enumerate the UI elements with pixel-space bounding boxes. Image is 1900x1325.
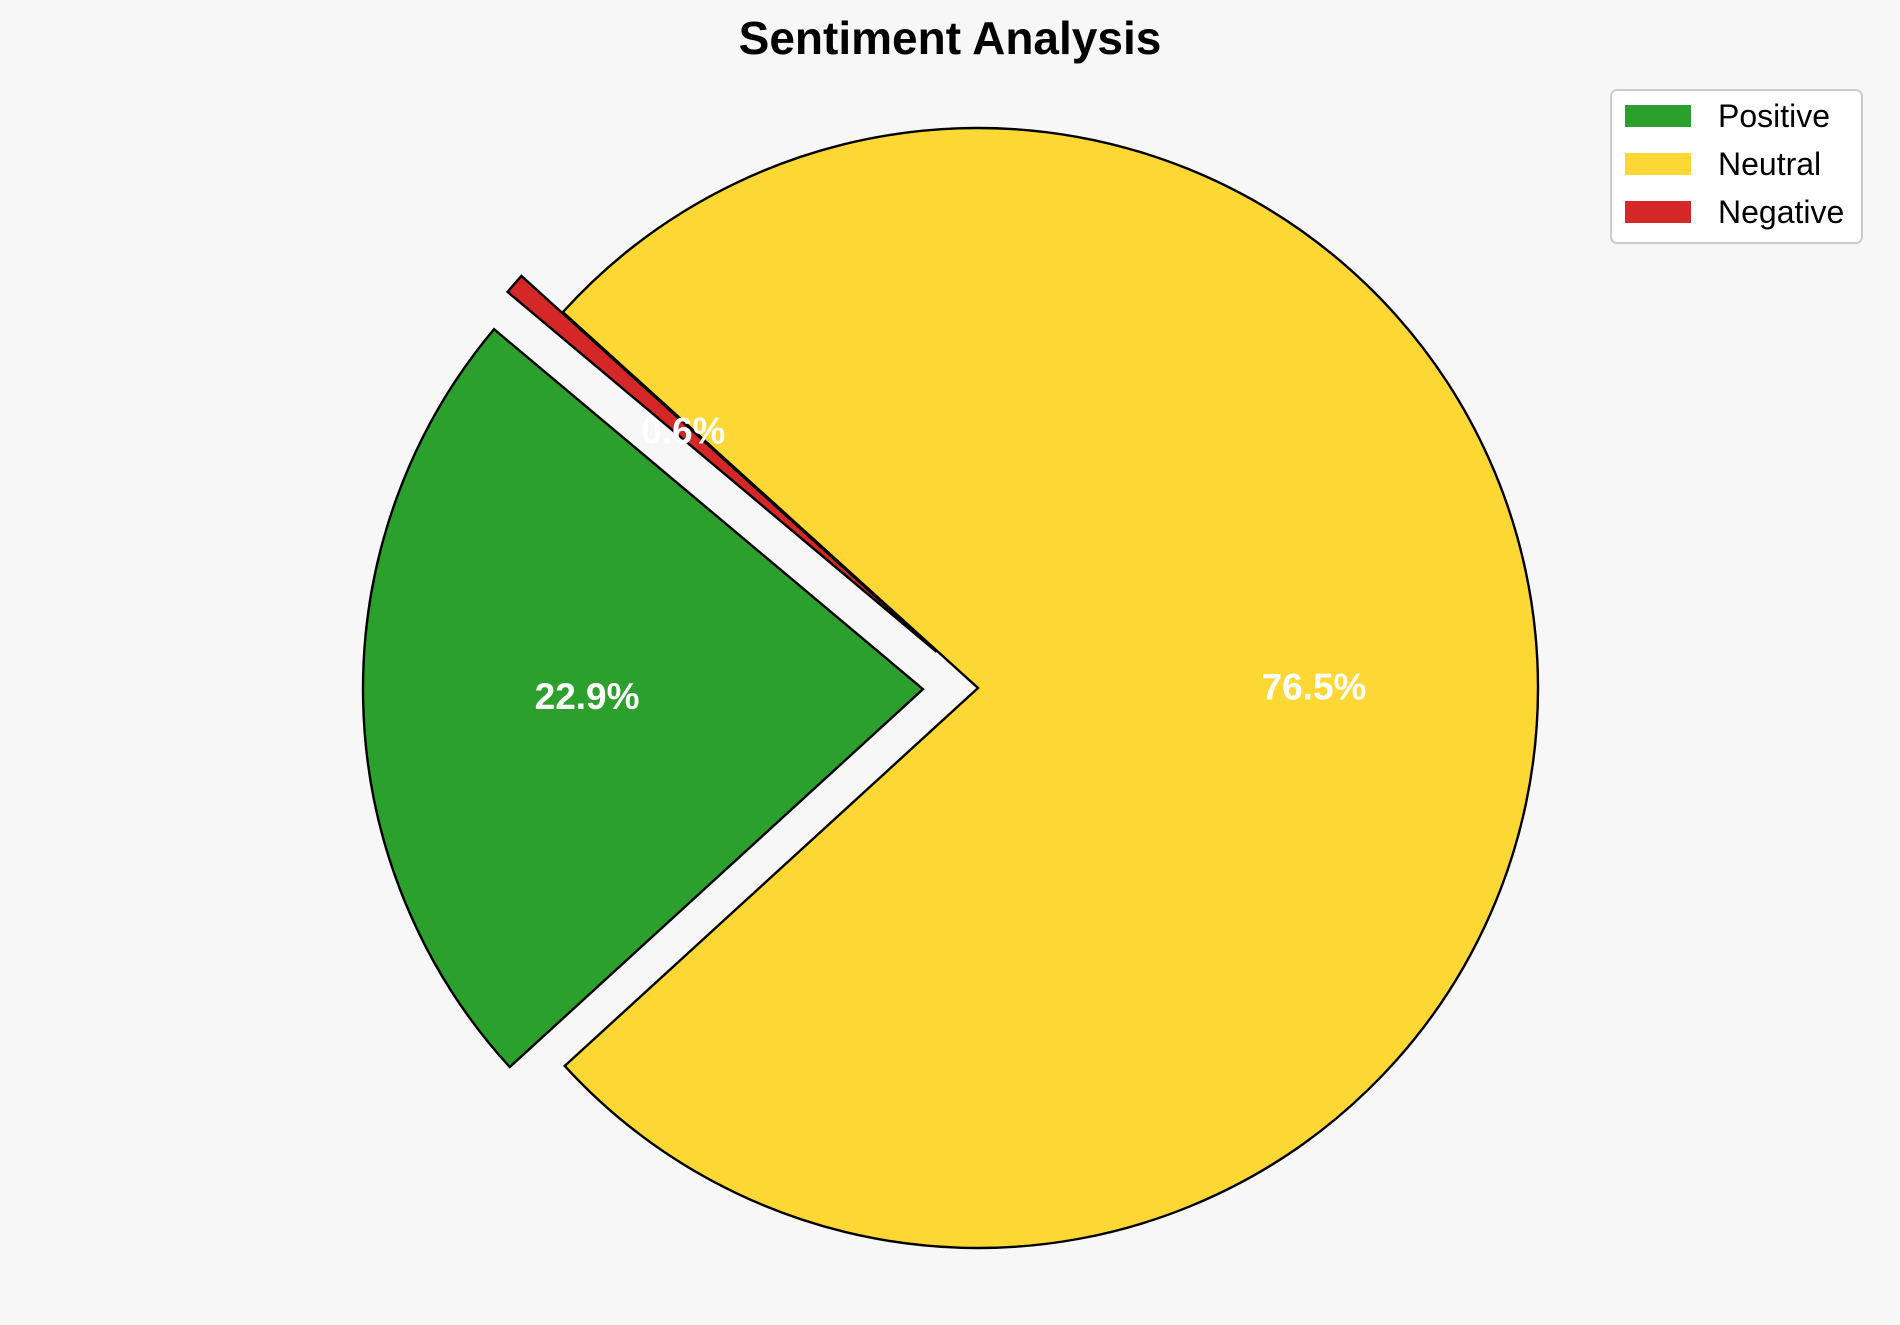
legend-label-neutral: Neutral (1718, 146, 1821, 182)
pie-slices (361, 126, 1540, 1250)
legend-swatch-neutral (1625, 153, 1691, 175)
legend: Positive Neutral Negative (1610, 89, 1863, 244)
pie-slice-negative (505, 274, 938, 653)
legend-label-negative: Negative (1718, 194, 1844, 230)
pie-label-neutral: 76.5% (1262, 667, 1367, 708)
pie-label-negative: 0.6% (641, 411, 725, 452)
legend-label-positive: Positive (1718, 98, 1830, 134)
legend-swatch-positive (1625, 105, 1691, 127)
pie-slice-neutral (561, 126, 1540, 1250)
chart-title: Sentiment Analysis (739, 12, 1162, 64)
pie-slice-positive (361, 327, 925, 1069)
pie-label-positive: 22.9% (535, 676, 640, 717)
legend-swatch-negative (1625, 201, 1691, 223)
pie-percent-labels: 22.9% 76.5% 0.6% (535, 411, 1367, 717)
